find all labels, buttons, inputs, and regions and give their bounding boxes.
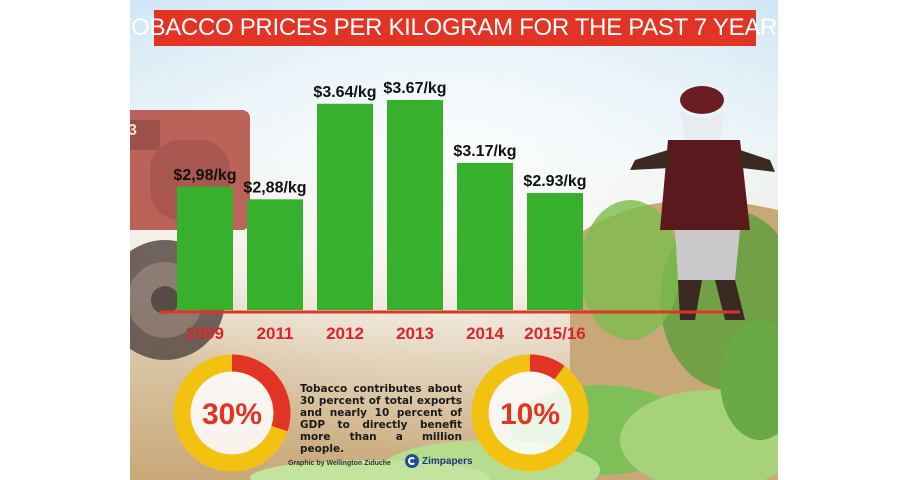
donut-highlight-segment	[173, 354, 291, 472]
farmer-image	[630, 86, 775, 320]
bar-2013	[387, 100, 443, 310]
title-banner: TOBACCO PRICES PER KILOGRAM FOR THE PAST…	[130, 10, 778, 46]
data-label-2012: $3.64/kg	[313, 84, 376, 101]
logo-text: Zimpapers	[422, 455, 473, 467]
category-label-2012: 2012	[326, 324, 364, 343]
data-label-2013: $3.67/kg	[383, 80, 446, 97]
category-label-2013: 2013	[396, 324, 434, 343]
infographic-poster: 3 TOBACCO PRIC	[130, 0, 778, 480]
publisher-logo: Zimpapers	[405, 454, 473, 468]
donut-percentage-label: 10%	[500, 398, 560, 431]
bar-2009	[177, 186, 233, 310]
category-label-2011: 2011	[257, 324, 294, 343]
bar-2014	[457, 162, 513, 310]
svg-text:3: 3	[130, 122, 137, 139]
data-label-2009: $2,98/kg	[173, 167, 236, 184]
info-note: Tobacco contributes about 30 percent of …	[300, 383, 462, 455]
donut-percentage-label: 30%	[202, 398, 262, 431]
data-label-2014: $3.17/kg	[453, 143, 516, 160]
graphic-credit: Graphic by Wellington Ziduche	[288, 460, 391, 467]
donut-1: 30%	[173, 354, 291, 472]
category-label-2009: 2009	[186, 324, 224, 343]
data-label-2011: $2,88/kg	[243, 179, 306, 196]
donut-2: 10%	[471, 354, 589, 472]
donut-layer: 30% 10%	[173, 354, 589, 472]
donut-center	[488, 371, 572, 455]
bars-layer: $2,98/kg 2009 $2,88/kg 2011 $3.64/kg 2012 $3.6…	[173, 80, 586, 343]
chart-title: TOBACCO PRICES PER KILOGRAM FOR THE PAST…	[130, 14, 778, 41]
category-label-2015/16: 2015/16	[524, 324, 585, 343]
category-label-2014: 2014	[466, 324, 504, 343]
donut-highlight-segment	[471, 354, 589, 472]
bar-2011	[247, 199, 303, 310]
bar-2012	[317, 103, 373, 310]
zimpapers-logo-icon	[405, 454, 419, 468]
bar-2015/16	[527, 193, 583, 310]
donut-center	[190, 371, 274, 455]
data-label-2015/16: $2.93/kg	[523, 173, 586, 190]
bar-chart: $2,98/kg 2009 $2,88/kg 2011 $3.64/kg 2012 $3.6…	[160, 80, 740, 472]
